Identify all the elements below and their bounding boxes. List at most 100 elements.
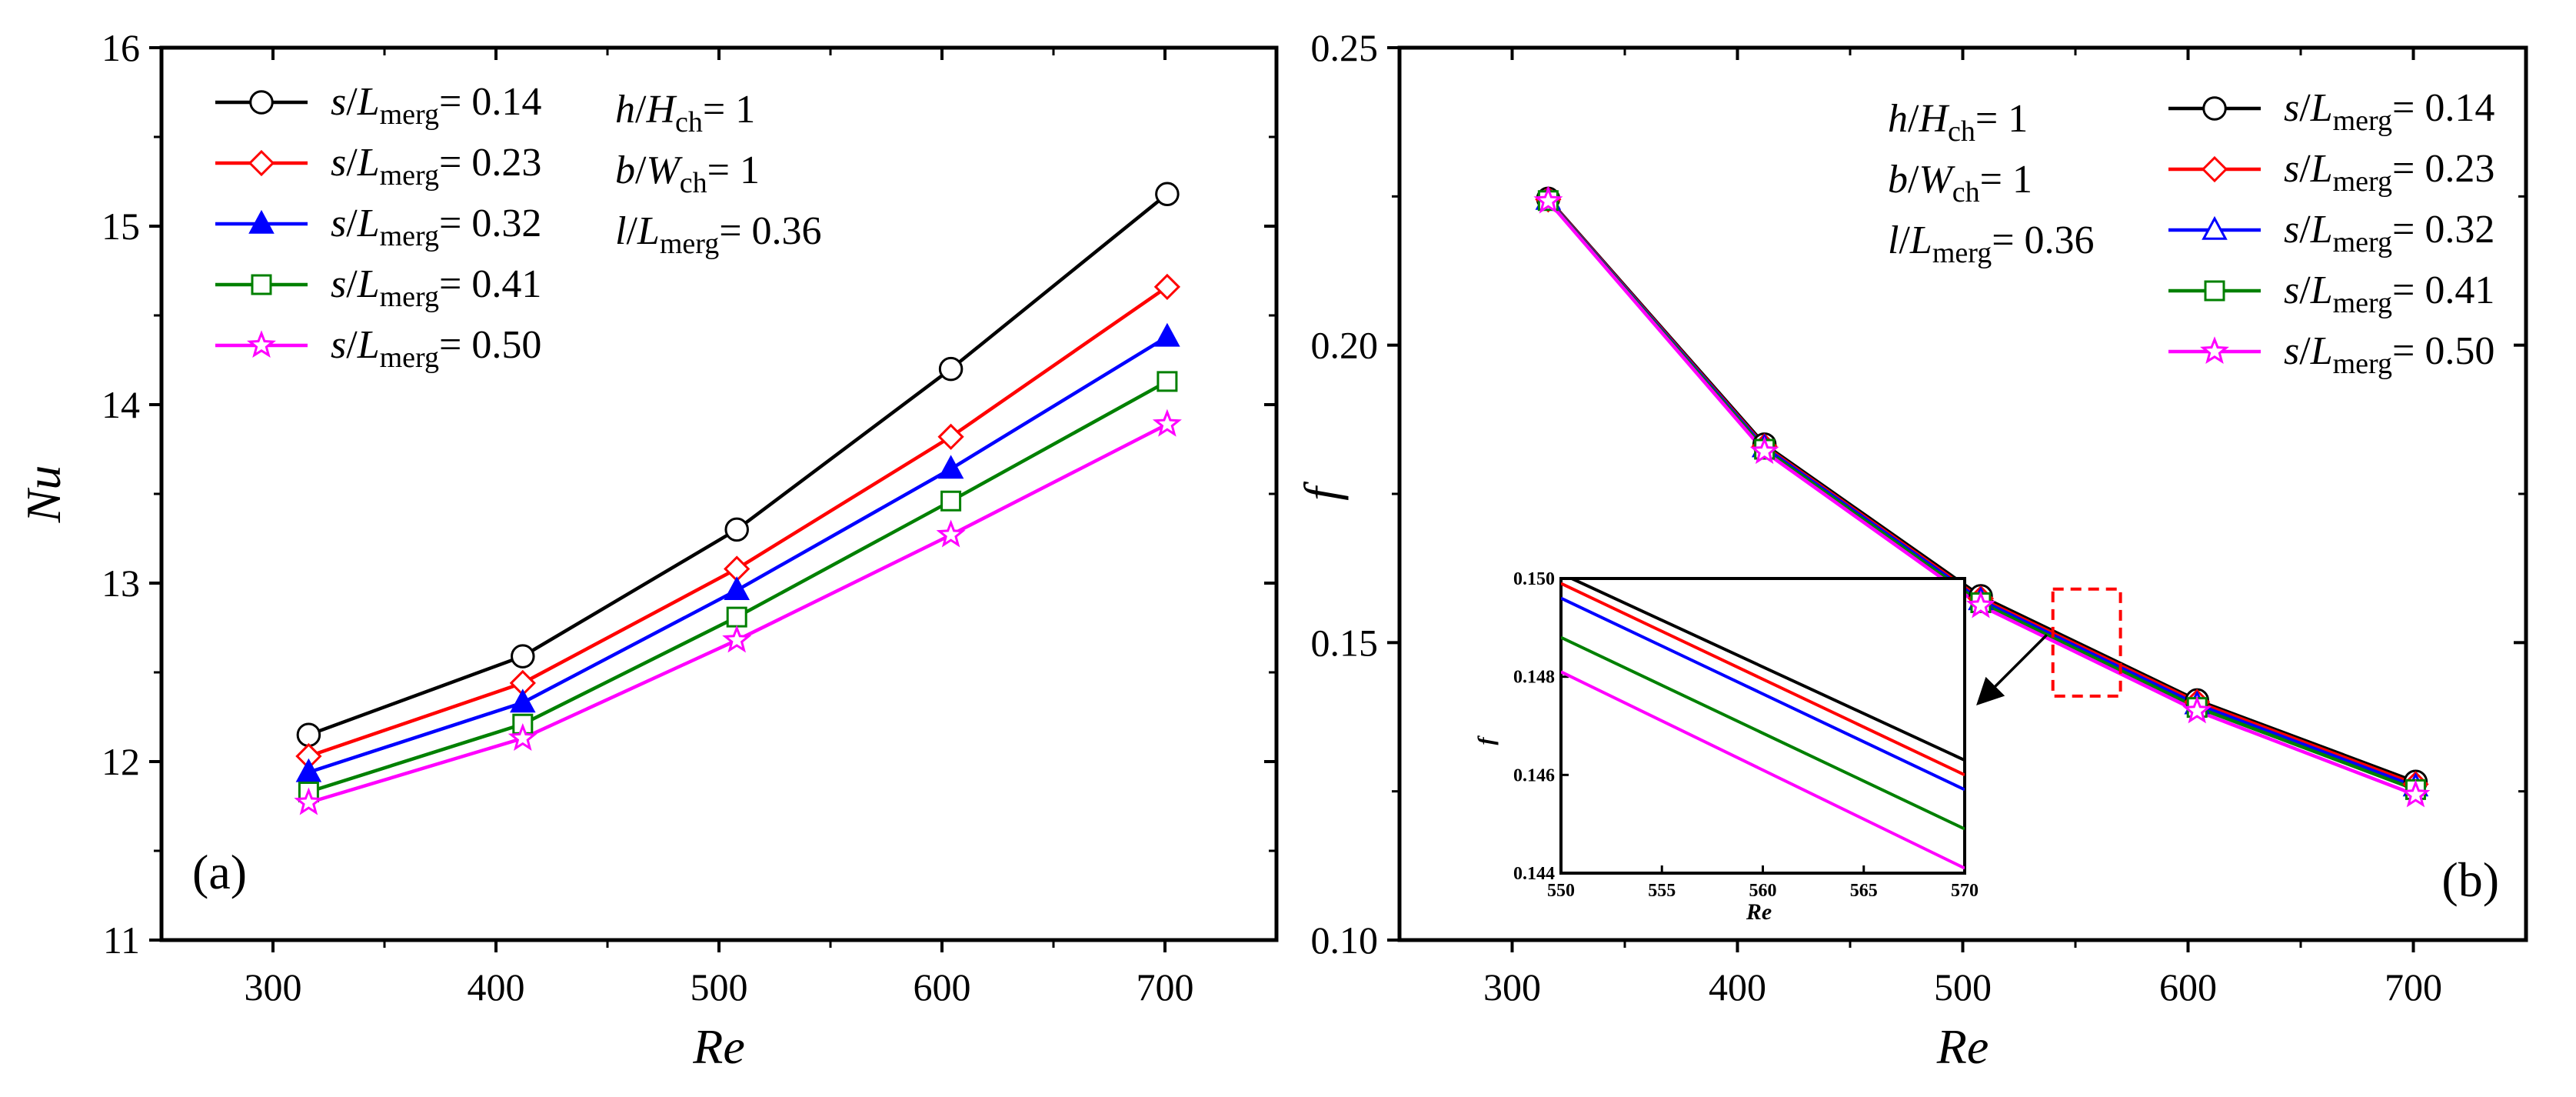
panel-a: 300 400 500 600 700 11 12 13 14 15 16 Re Nu (a) s/Lmer…: [16, 26, 1279, 1074]
inset-x-tick-label: 550: [1547, 881, 1575, 901]
legend-label: s/Lmerg= 0.23: [331, 141, 541, 192]
series-line-0.14: [308, 192, 1169, 737]
legend-label: s/Lmerg= 0.32: [331, 202, 541, 252]
inset-y-tick-label: 0.144: [1513, 864, 1555, 884]
data-point-0.50: [294, 787, 324, 815]
y-tick-label: 15: [102, 205, 140, 248]
data-point-0.50: [508, 722, 537, 751]
legend-label: s/Lmerg= 0.14: [2284, 86, 2494, 137]
data-point-0.32: [295, 758, 322, 782]
legend-marker: [2200, 336, 2229, 365]
data-point-0.50: [1749, 436, 1779, 465]
data-point-0.32: [510, 689, 536, 713]
legend-marker: [251, 274, 272, 295]
data-point-0.14: [724, 517, 749, 542]
data-point-0.14: [511, 644, 535, 669]
legend-label: s/Lmerg= 0.50: [331, 323, 541, 374]
inset-series-line-0.41: [1561, 635, 1965, 831]
data-point-0.23: [1153, 273, 1181, 301]
x-tick-label: 700: [1137, 965, 1194, 1009]
data-point-0.41: [940, 490, 962, 512]
x-tick-label: 500: [691, 965, 748, 1009]
inset-chart: 550 555 560 565 570 0.144 0.146 0.148 0.150 Re f: [1473, 569, 1979, 925]
inset-series-group: [1561, 579, 1965, 870]
x-axis-label: Re: [692, 1019, 745, 1074]
x-tick-label: 300: [1483, 965, 1541, 1009]
inset-frame: [1559, 577, 1966, 875]
legend-label: s/Lmerg= 0.41: [2284, 268, 2494, 319]
inset-series-line-0.32: [1561, 596, 1965, 792]
y-tick-label: 13: [102, 562, 140, 605]
x-tick-label: 300: [245, 965, 302, 1009]
y-tick-label: 0.10: [1311, 919, 1379, 962]
parameter-label: b/Wch= 1: [1888, 158, 2032, 208]
legend-marker: [2204, 280, 2225, 302]
panel-label: (a): [192, 845, 247, 899]
x-tick-label: 700: [2385, 965, 2442, 1009]
inset-x-axis-label: Re: [1746, 899, 1772, 925]
panel-label: (b): [2441, 852, 2499, 907]
x-tick-label: 400: [468, 965, 525, 1009]
inset-y-tick-label: 0.148: [1513, 668, 1555, 688]
parameter-label: b/Wch= 1: [615, 148, 760, 199]
x-tick-label: 500: [1934, 965, 1992, 1009]
x-axis-label: Re: [1936, 1019, 1989, 1074]
data-point-0.50: [2182, 695, 2212, 724]
data-point-0.14: [296, 722, 321, 747]
parameter-label: l/Lmerg= 0.36: [615, 209, 822, 260]
data-point-0.50: [1966, 590, 1995, 619]
data-point-0.50: [1533, 185, 1563, 214]
x-tick-label: 400: [1709, 965, 1766, 1009]
data-point-0.41: [1157, 371, 1178, 392]
legend-label: s/Lmerg= 0.14: [331, 80, 541, 131]
data-point-0.14: [938, 356, 964, 382]
inset-x-tick-label: 560: [1749, 881, 1777, 901]
inset-y-tick-label: 0.146: [1513, 765, 1555, 785]
panel-b: 300 400 500 600 700 0.10 0.15 0.20 0.25 Re f (b) s/L…: [1294, 26, 2528, 1074]
legend-label: s/Lmerg= 0.41: [331, 262, 541, 313]
data-point-0.32: [937, 455, 964, 479]
data-point-0.50: [936, 519, 966, 548]
inset-x-tick-label: 555: [1648, 881, 1676, 901]
data-point-0.50: [1152, 408, 1182, 437]
parameter-label: h/Hch= 1: [615, 88, 755, 138]
y-tick-label: 16: [102, 26, 140, 69]
data-point-0.32: [724, 576, 750, 601]
legend-marker: [2201, 155, 2228, 183]
y-tick-label: 0.15: [1311, 621, 1379, 664]
parameter-label: h/Hch= 1: [1888, 97, 2028, 148]
legend-label: s/Lmerg= 0.50: [2284, 329, 2494, 380]
parameter-label: l/Lmerg= 0.36: [1888, 218, 2095, 269]
series-line-0.32: [308, 335, 1169, 775]
data-point-0.14: [1155, 182, 1180, 206]
y-tick-label: 11: [103, 919, 140, 962]
data-point-0.23: [937, 423, 964, 450]
y-tick-label: 14: [102, 383, 140, 426]
inset-x-tick-label: 565: [1850, 881, 1878, 901]
inset-x-tick-label: 570: [1951, 881, 1979, 901]
legend-marker: [249, 90, 274, 115]
y-axis-label: f: [1294, 481, 1349, 501]
legend-marker: [248, 149, 275, 177]
x-tick-label: 600: [914, 965, 971, 1009]
data-point-0.32: [1154, 322, 1180, 347]
data-point-0.50: [722, 625, 752, 653]
data-point-0.50: [2401, 779, 2431, 808]
legend-marker: [248, 209, 275, 234]
legend-label: s/Lmerg= 0.32: [2284, 208, 2494, 258]
y-axis-label: Nu: [16, 465, 71, 524]
zoom-arrow: [1976, 634, 2048, 705]
inset-y-axis-label: f: [1473, 735, 1499, 745]
legend-marker: [2202, 215, 2228, 240]
y-tick-label: 0.20: [1311, 324, 1379, 367]
data-point-0.41: [726, 606, 747, 628]
inset-series-line-0.14: [1568, 579, 1965, 762]
legend-marker: [2202, 96, 2227, 121]
inset-y-tick-label: 0.150: [1513, 569, 1555, 589]
y-tick-label: 0.25: [1311, 26, 1379, 69]
legend-label: s/Lmerg= 0.23: [2284, 147, 2494, 198]
inset-series-line-0.23: [1561, 582, 1965, 777]
x-tick-label: 600: [2159, 965, 2217, 1009]
legend-marker: [247, 330, 276, 358]
